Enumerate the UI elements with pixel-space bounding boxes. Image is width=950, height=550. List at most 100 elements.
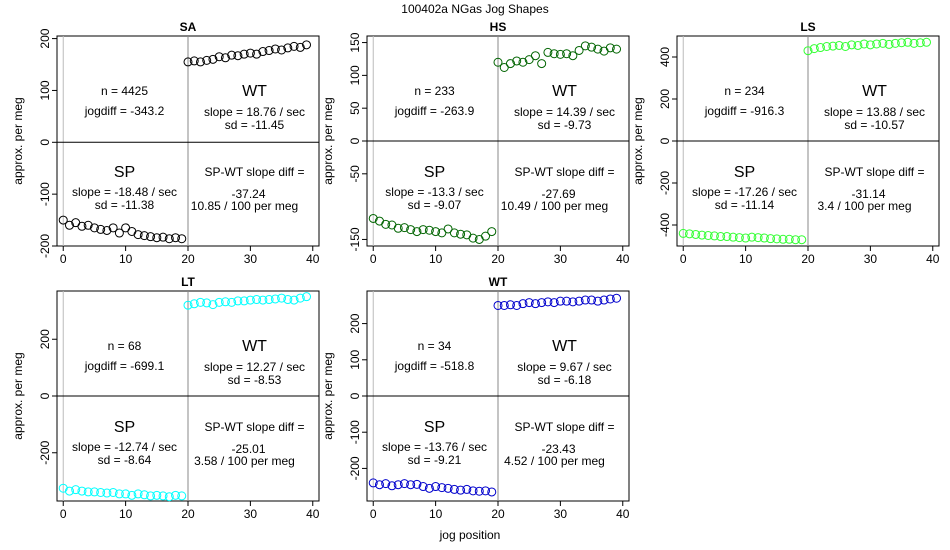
wt-point <box>499 63 509 72</box>
slope-diff-per-meg: 10.49 / 100 per meg <box>501 199 608 213</box>
sp-point <box>108 487 118 497</box>
x-tick-label: 0 <box>680 252 687 266</box>
wt-label: WT <box>242 338 267 355</box>
sp-point <box>374 480 384 490</box>
wt-point <box>202 55 212 65</box>
wt-slope: slope = 12.27 / sec <box>204 360 305 374</box>
wt-point <box>530 299 540 309</box>
sp-point <box>406 480 416 490</box>
jogdiff-value: jogdiff = -699.1 <box>84 359 165 373</box>
wt-point <box>289 41 299 51</box>
y-tick-label: 100 <box>38 80 52 100</box>
sp-point <box>678 228 688 238</box>
wt-point <box>295 42 305 52</box>
y-axis-label: approx. per meg <box>631 97 645 184</box>
sp-point <box>468 233 478 243</box>
y-tick-label: -50 <box>348 165 362 183</box>
panel-lt: LT 0 10 20 30 40 -200 0 200 approx. per meg n = 68… <box>11 275 320 521</box>
sp-point <box>691 229 701 239</box>
sp-point <box>462 484 472 494</box>
jogdiff-value: jogdiff = -343.2 <box>84 104 165 118</box>
wt-point <box>853 40 863 50</box>
figure-title: 100402a NGas Jog Shapes <box>401 2 548 16</box>
wt-point <box>493 57 503 67</box>
figure-xlabel: jog position <box>439 528 501 542</box>
wt-point <box>580 295 590 305</box>
sp-point <box>77 221 87 231</box>
wt-point <box>847 40 857 50</box>
x-tick-label: 0 <box>60 507 67 521</box>
wt-point <box>890 38 900 48</box>
x-tick-label: 40 <box>306 252 320 266</box>
n-count: n = 4425 <box>101 84 148 98</box>
wt-point <box>505 59 515 69</box>
sp-point <box>58 215 68 225</box>
wt-point <box>803 46 813 56</box>
y-tick-label: -200 <box>38 440 52 464</box>
y-tick-label: 0 <box>38 139 52 146</box>
sp-point <box>164 492 174 502</box>
x-tick-label: 0 <box>370 507 377 521</box>
wt-point <box>840 42 850 51</box>
wt-point <box>872 39 882 49</box>
wt-point <box>512 300 522 310</box>
x-tick-label: 10 <box>119 252 133 266</box>
y-tick-label: -200 <box>658 171 672 195</box>
wt-label: WT <box>552 338 577 355</box>
sp-label: SP <box>424 164 445 181</box>
jogdiff-value: jogdiff = -916.3 <box>704 104 785 118</box>
slope-diff-label: SP-WT slope diff = <box>825 165 925 179</box>
wt-point <box>283 43 293 53</box>
panel-sa: SA 0 10 20 30 40 -200 -100 0 100 200 approx. per me… <box>11 20 320 266</box>
n-count: n = 68 <box>108 339 142 353</box>
sp-point <box>64 220 74 230</box>
sp-point <box>164 234 174 244</box>
slope-diff-label: SP-WT slope diff = <box>515 420 615 434</box>
sp-point <box>158 232 168 242</box>
sp-sd: sd = -9.21 <box>408 453 462 467</box>
sp-point <box>443 483 453 493</box>
sp-point <box>114 228 124 238</box>
wt-point <box>302 40 312 50</box>
sp-point <box>481 486 491 496</box>
x-tick-label: 20 <box>491 507 505 521</box>
sp-point <box>412 227 422 237</box>
sp-point <box>709 231 719 241</box>
wt-point <box>183 300 193 310</box>
sp-point <box>133 489 143 499</box>
wt-point <box>599 295 609 305</box>
sp-point <box>797 235 807 245</box>
wt-slope: slope = 9.67 / sec <box>517 360 611 374</box>
sp-point <box>728 232 738 242</box>
wt-sd: sd = -6.18 <box>538 373 592 387</box>
wt-point <box>270 294 280 304</box>
panel-ls: LS 0 10 20 30 40 -400 -200 0 200 400 approx. per me… <box>631 20 940 266</box>
sp-point <box>412 479 422 489</box>
wt-point <box>233 51 243 61</box>
wt-point <box>208 300 218 310</box>
wt-point <box>909 38 919 48</box>
wt-point <box>605 294 615 304</box>
wt-sd: sd = -9.73 <box>538 118 592 132</box>
n-count: n = 234 <box>724 84 765 98</box>
sp-point <box>368 213 378 223</box>
sp-point <box>83 220 93 230</box>
wt-point <box>809 44 819 54</box>
panel-title: WT <box>489 275 508 289</box>
sp-label: SP <box>114 419 135 436</box>
wt-point <box>295 293 305 303</box>
sp-point <box>114 489 124 499</box>
sp-point <box>424 483 434 493</box>
sp-point <box>734 233 744 243</box>
wt-label: WT <box>242 83 267 100</box>
panel-title: LT <box>181 275 195 289</box>
wt-point <box>568 297 578 307</box>
sp-point <box>784 234 794 244</box>
wt-point <box>555 296 565 306</box>
sp-point <box>171 233 181 243</box>
wt-point <box>499 300 509 310</box>
wt-point <box>903 37 913 47</box>
wt-point <box>189 299 199 309</box>
y-tick-label: 100 <box>348 65 362 85</box>
